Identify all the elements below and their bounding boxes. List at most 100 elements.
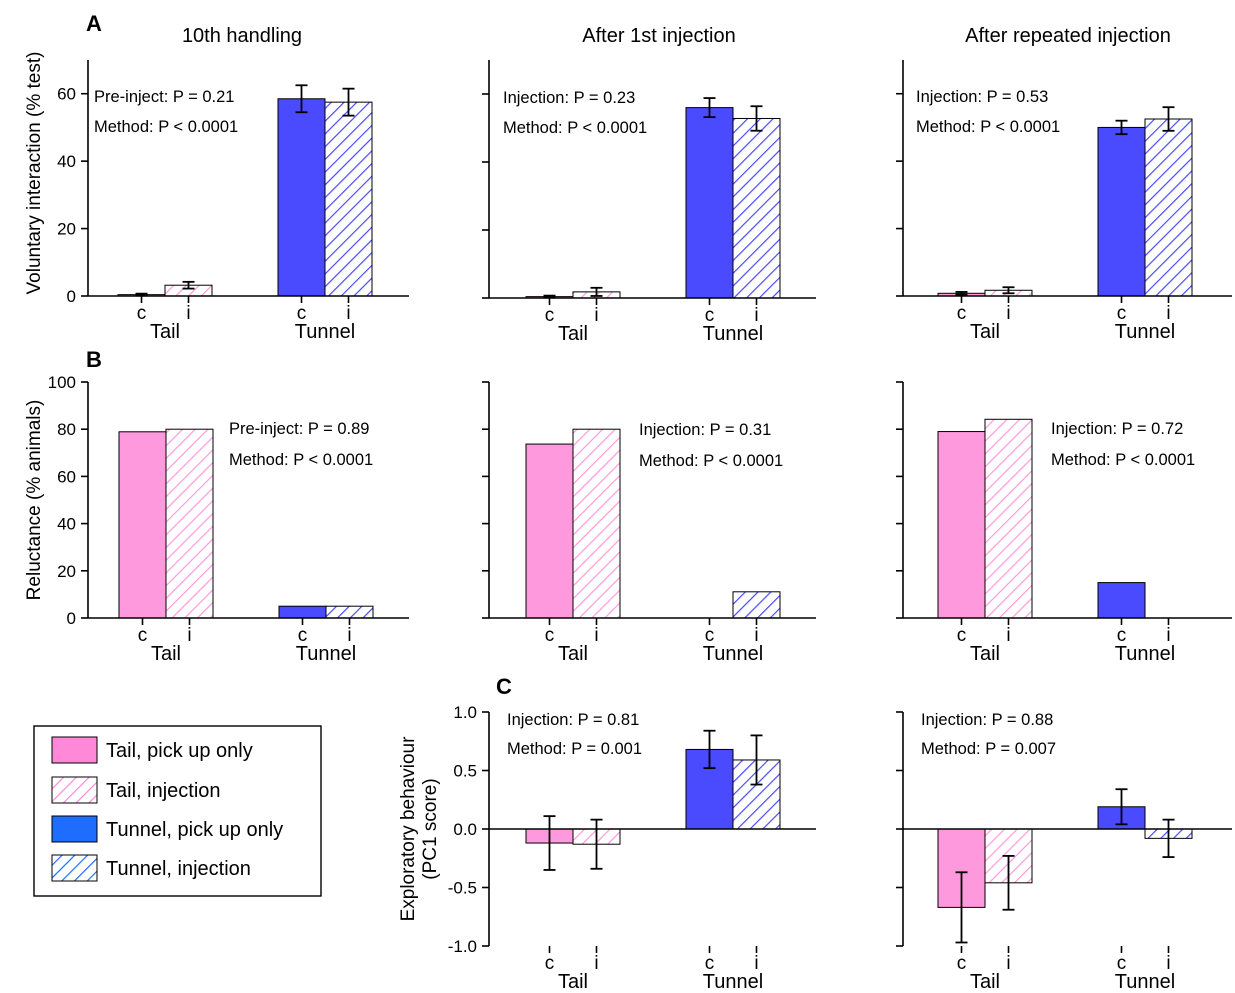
x-category-label: c (137, 303, 147, 324)
panel-letter-b: B (86, 347, 102, 372)
y-axis-label: Voluntary interaction (% test) (24, 52, 45, 295)
x-group-label: Tunnel (296, 643, 356, 665)
y-axis-label: Exploratory behaviour (398, 736, 419, 921)
undefined (165, 428, 214, 619)
y-tick-label: 1.0 (453, 703, 477, 722)
panel-letter-a: A (86, 11, 102, 36)
y-axis-label: Reluctance (% animals) (24, 400, 45, 601)
y-tick-label: 100 (48, 373, 76, 392)
x-category-label: i (346, 303, 350, 324)
y-tick-label: 0.5 (453, 762, 477, 781)
stat-annotation: Injection: P = 0.72 (1051, 420, 1183, 438)
undefined (1097, 126, 1146, 297)
x-category-label: i (1166, 953, 1170, 974)
stat-annotation: Method: P < 0.0001 (639, 452, 783, 470)
x-category-label: c (957, 303, 967, 324)
y-tick-label: 80 (57, 420, 76, 439)
x-category-label: c (297, 303, 307, 324)
x-group-label: Tail (151, 643, 181, 665)
x-group-label: Tunnel (1115, 971, 1175, 993)
y-tick-label: 60 (57, 467, 76, 486)
undefined (118, 431, 167, 619)
x-category-label: c (545, 953, 555, 974)
stat-annotation: Injection: P = 0.23 (503, 89, 635, 107)
stat-annotation: Pre-inject: P = 0.21 (94, 88, 234, 106)
y-tick-label: 0.0 (453, 820, 477, 839)
legend: Tail, pick up only Tail, injection Tunne… (33, 725, 322, 897)
y-tick-label: 40 (57, 515, 76, 534)
x-category-label: i (754, 625, 758, 646)
x-group-label: Tunnel (703, 323, 763, 345)
x-group-label: Tunnel (703, 971, 763, 993)
x-category-label: i (754, 953, 758, 974)
undefined (732, 591, 781, 619)
x-category-label: c (138, 625, 148, 646)
column-title-2: After 1st injection (582, 25, 735, 47)
panel-letter-c: C (496, 674, 512, 699)
x-group-label: Tunnel (703, 643, 763, 665)
y-tick-label: 0 (67, 287, 76, 306)
stat-annotation: Method: P = 0.001 (507, 740, 642, 758)
stat-annotation: Injection: P = 0.31 (639, 421, 771, 439)
x-group-label: Tunnel (1115, 643, 1175, 665)
stat-annotation: Injection: P = 0.88 (921, 711, 1053, 729)
undefined (277, 98, 326, 297)
x-group-label: Tail (970, 321, 1000, 343)
stat-annotation: Method: P < 0.0001 (503, 119, 647, 137)
x-category-label: i (1006, 303, 1010, 324)
x-category-label: i (1166, 303, 1170, 324)
undefined (937, 828, 986, 908)
x-group-label: Tail (970, 643, 1000, 665)
x-category-label: i (1006, 953, 1010, 974)
x-category-label: i (594, 625, 598, 646)
x-category-label: i (754, 305, 758, 326)
undefined (1144, 118, 1193, 297)
legend-label-tunnel-pickup: Tunnel, pick up only (106, 819, 283, 841)
stat-annotation: Method: P = 0.007 (921, 740, 1056, 758)
x-category-label: i (1166, 625, 1170, 646)
legend-label-tail-injection: Tail, injection (106, 780, 221, 802)
x-group-label: Tail (558, 971, 588, 993)
legend-swatch-tail-injection (51, 776, 98, 804)
x-category-label: c (705, 305, 715, 326)
stat-annotation: Pre-inject: P = 0.89 (229, 420, 369, 438)
x-category-label: i (594, 305, 598, 326)
column-title-1: 10th handling (182, 25, 302, 47)
x-group-label: Tail (558, 323, 588, 345)
legend-label-tail-pickup: Tail, pick up only (106, 740, 253, 762)
legend-label-tunnel-injection: Tunnel, injection (106, 858, 251, 880)
undefined (278, 605, 327, 619)
undefined (685, 107, 734, 299)
x-category-label: c (705, 953, 715, 974)
undefined (937, 431, 986, 619)
x-category-label: i (1006, 625, 1010, 646)
stat-annotation: Injection: P = 0.53 (916, 88, 1048, 106)
y-tick-label: 60 (57, 85, 76, 104)
legend-swatch-tunnel-pickup (51, 815, 98, 843)
stat-annotation: Method: P < 0.0001 (916, 118, 1060, 136)
stat-annotation: Method: P < 0.0001 (1051, 451, 1195, 469)
undefined (732, 117, 781, 299)
x-group-label: Tunnel (1115, 321, 1175, 343)
x-category-label: c (705, 625, 715, 646)
legend-swatch-tunnel-injection (51, 854, 98, 882)
x-category-label: i (186, 303, 190, 324)
x-category-label: i (347, 625, 351, 646)
y-tick-label: 20 (57, 562, 76, 581)
stat-annotation: Injection: P = 0.81 (507, 711, 639, 729)
x-group-label: Tail (558, 643, 588, 665)
undefined (572, 428, 621, 619)
column-title-3: After repeated injection (965, 25, 1171, 47)
x-category-label: c (1117, 625, 1127, 646)
undefined (325, 605, 374, 619)
y-tick-label: 0 (67, 609, 76, 628)
x-category-label: c (1117, 303, 1127, 324)
x-category-label: c (545, 625, 555, 646)
